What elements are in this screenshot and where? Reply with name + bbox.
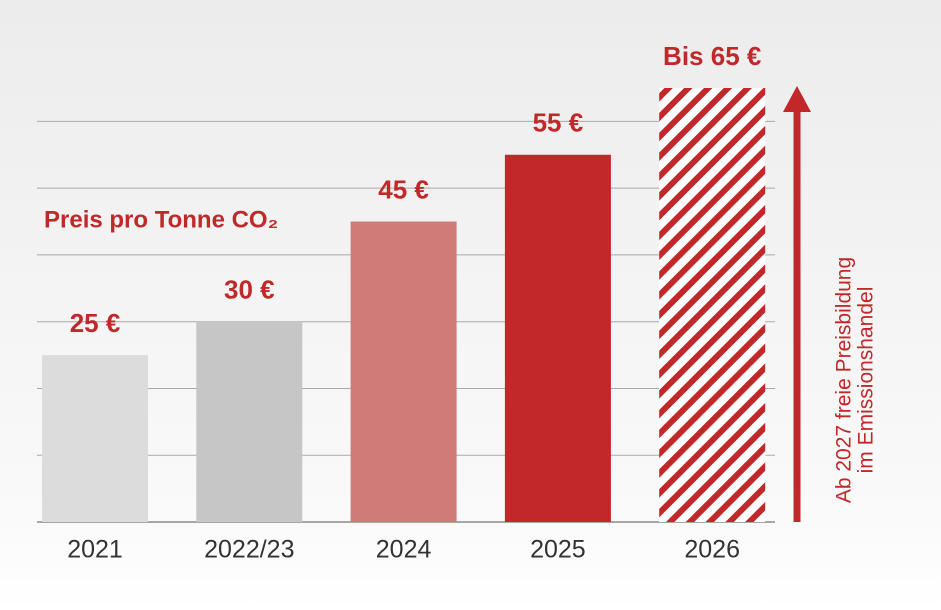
bar bbox=[504, 154, 611, 522]
arrow-note: Ab 2027 freie Preisbildung im Emissionsh… bbox=[833, 257, 878, 503]
value-label: 55 € bbox=[533, 108, 584, 138]
arrow-head bbox=[783, 86, 811, 112]
annotation: Preis pro Tonne CO₂ bbox=[44, 206, 278, 233]
arrow bbox=[783, 86, 811, 522]
bar bbox=[350, 221, 457, 523]
x-tick-label: 2021 bbox=[67, 536, 123, 564]
value-label: 30 € bbox=[224, 275, 275, 305]
x-tick-label: 2022/23 bbox=[204, 536, 294, 564]
value-label: 45 € bbox=[378, 174, 429, 204]
x-tick-label: 2025 bbox=[530, 536, 586, 564]
arrow-note-line: im Emissionshandel bbox=[855, 287, 878, 474]
x-tick-label: 2024 bbox=[376, 536, 432, 564]
bar bbox=[196, 321, 303, 522]
bar bbox=[42, 355, 148, 522]
arrow-note-line: Ab 2027 freie Preisbildung bbox=[833, 257, 856, 503]
value-label: 25 € bbox=[70, 308, 121, 338]
x-tick-label: 2026 bbox=[684, 536, 740, 564]
value-label: Bis 65 € bbox=[663, 41, 761, 71]
bar bbox=[659, 88, 766, 522]
